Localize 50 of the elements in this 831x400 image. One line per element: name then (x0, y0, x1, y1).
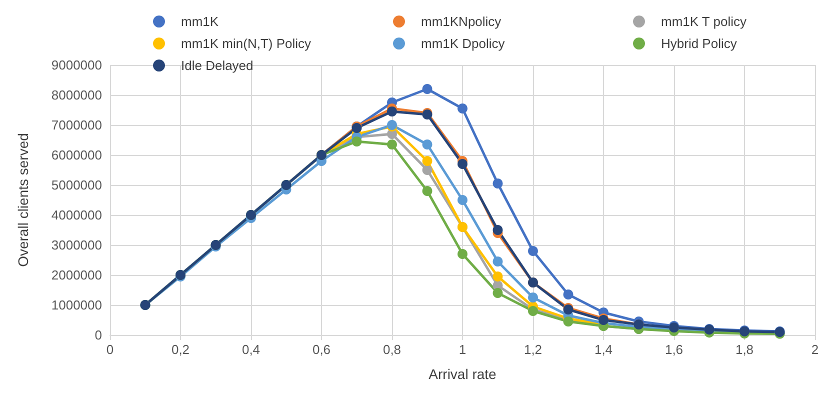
y-tick-label: 4000000 (51, 208, 102, 222)
legend-label: mm1KNpolicy (421, 14, 502, 29)
x-tick-label: 0,8 (382, 342, 402, 357)
legend-label: mm1K Dpolicy (421, 36, 506, 51)
point (387, 140, 397, 150)
point (492, 225, 503, 235)
point (458, 249, 468, 259)
point (492, 178, 503, 188)
point (422, 156, 432, 166)
legend-label: mm1K T policy (661, 14, 747, 29)
y-tick-label: 7000000 (51, 118, 102, 132)
x-axis-title: Arrival rate (428, 366, 497, 382)
y-tick-label: 3000000 (51, 238, 102, 252)
y-tick-label: 1000000 (51, 298, 102, 312)
y-tick-label: 9000000 (51, 58, 102, 72)
point (352, 136, 362, 146)
point (492, 288, 503, 298)
point (422, 84, 432, 94)
point (563, 290, 574, 300)
x-tick-label: 1,2 (524, 342, 542, 357)
point (422, 186, 432, 196)
legend-label: Hybrid Policy (661, 36, 738, 51)
x-tick-label: 0,2 (171, 342, 190, 357)
x-tick-label: 1,4 (594, 342, 613, 357)
point (422, 140, 432, 150)
y-tick-label: 8000000 (51, 88, 102, 102)
y-tick-label: 6000000 (51, 148, 102, 162)
x-tick-label: 1,6 (664, 342, 684, 357)
y-tick-label: 5000000 (51, 178, 102, 192)
point (528, 292, 538, 302)
point (492, 272, 503, 282)
y-tick-label: 2000000 (51, 268, 102, 282)
y-axis-title: Overall clients served (15, 133, 31, 267)
point (458, 195, 468, 205)
x-tick-label: 0,4 (242, 342, 260, 357)
x-tick-label: 1,8 (735, 342, 754, 357)
point (458, 104, 468, 114)
x-tick-label: 0,6 (312, 342, 331, 357)
point (422, 165, 432, 175)
point (492, 256, 503, 266)
x-tick-label: 1 (458, 342, 466, 357)
legend-label: Idle Delayed (181, 58, 254, 73)
y-tick-label: 0 (94, 328, 102, 342)
x-tick-label: 2 (811, 342, 819, 357)
legend-label: mm1K min(N,T) Policy (181, 36, 312, 51)
point (528, 246, 538, 256)
point (387, 106, 397, 116)
point (458, 159, 468, 169)
legend-label: mm1K (181, 14, 219, 29)
x-tick-label: 0 (106, 342, 114, 357)
